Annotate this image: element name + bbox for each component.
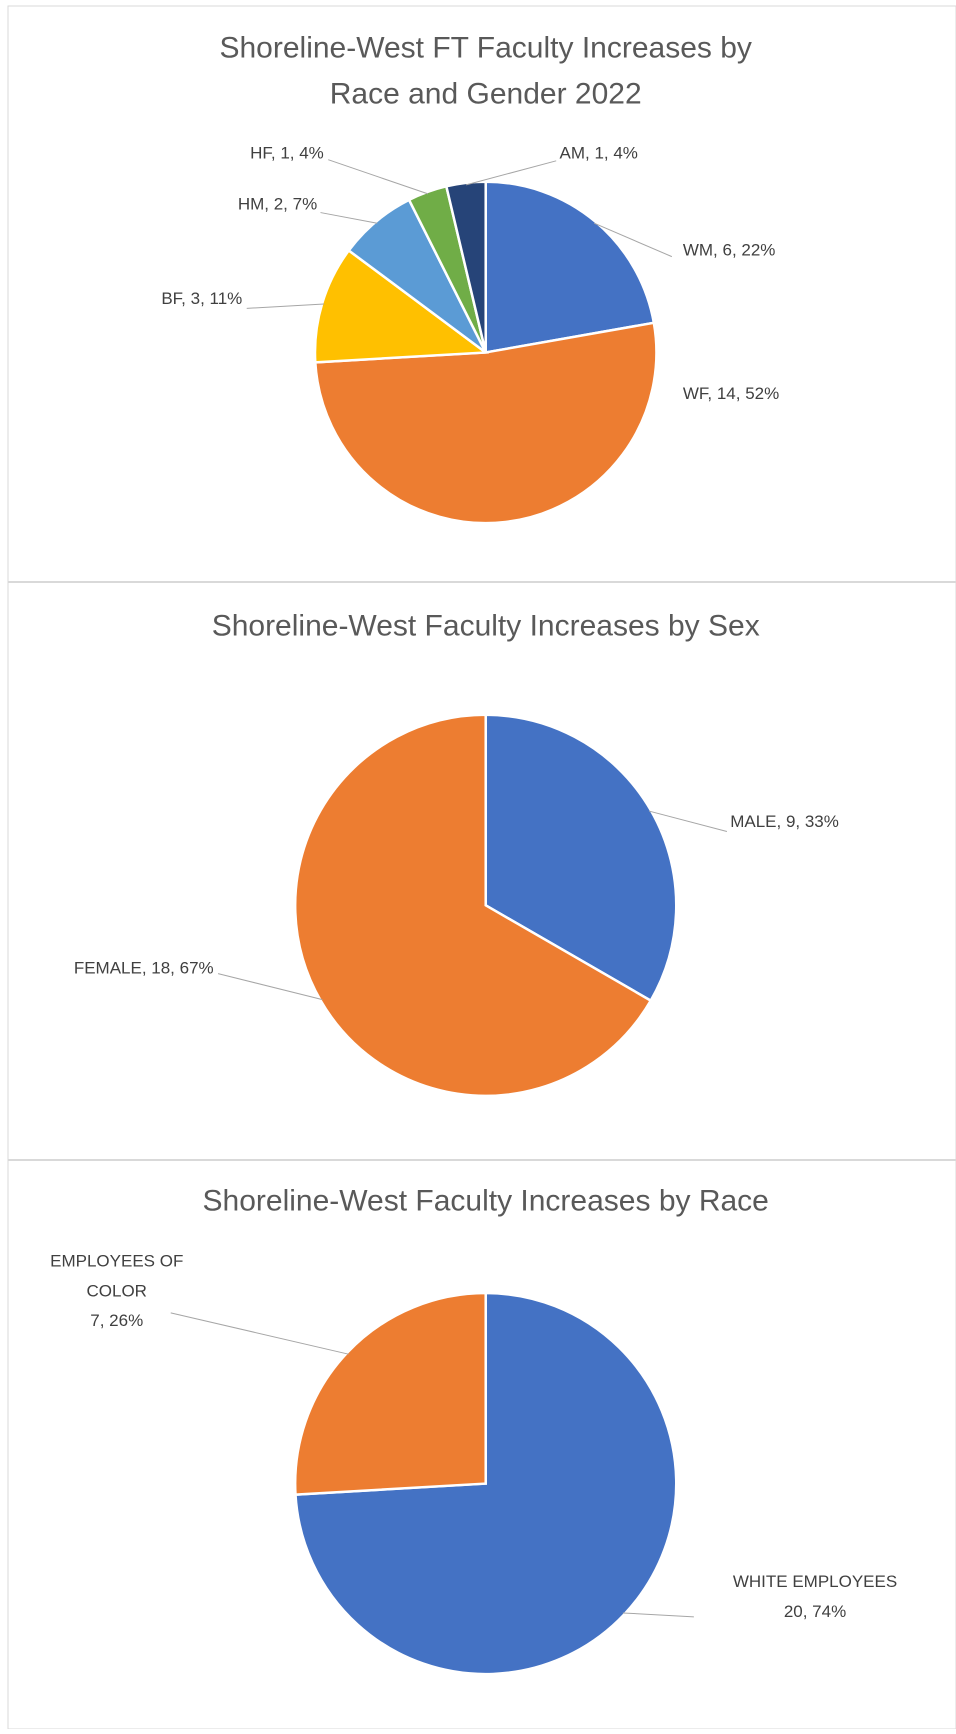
data-label: 7, 26% [90, 1311, 143, 1330]
data-label: 20, 74% [784, 1602, 846, 1621]
pie-slice [484, 713, 678, 1003]
pie-slice [293, 1291, 487, 1496]
pie-slice [313, 248, 490, 364]
pie-slice [313, 321, 658, 525]
pie-slice [484, 180, 656, 354]
leader-line [170, 1312, 349, 1355]
data-label: EMPLOYEES OF [50, 1252, 183, 1271]
data-label: WHITE EMPLOYEES [733, 1572, 897, 1591]
leader-line [465, 160, 557, 186]
data-label: COLOR [87, 1281, 147, 1300]
chart-title: Shoreline-West Faculty Increases by Sex [212, 610, 760, 643]
chart-title: Shoreline-West Faculty Increases by Race [203, 1185, 769, 1218]
chart-title: Race and Gender 2022 [330, 78, 642, 111]
data-label: WM, 6, 22% [683, 241, 776, 260]
chart-title: Shoreline-West FT Faculty Increases by [219, 31, 751, 64]
leader-line [593, 222, 673, 258]
data-label: WF, 14, 52% [683, 384, 779, 403]
leader-line [320, 212, 378, 224]
data-label: FEMALE, 18, 67% [74, 959, 214, 978]
data-label: AM, 1, 4% [560, 144, 638, 163]
data-label: MALE, 9, 33% [730, 812, 839, 831]
data-label: HM, 2, 7% [238, 194, 317, 213]
pie-slice [293, 713, 653, 1098]
leader-line [648, 810, 728, 833]
data-label: BF, 3, 11% [161, 289, 242, 308]
pie-slice [444, 180, 487, 353]
leader-line [217, 973, 323, 1001]
data-label: HF, 1, 4% [250, 144, 324, 163]
leader-line [328, 159, 429, 195]
leader-line [622, 1612, 694, 1618]
leader-line [246, 303, 325, 309]
